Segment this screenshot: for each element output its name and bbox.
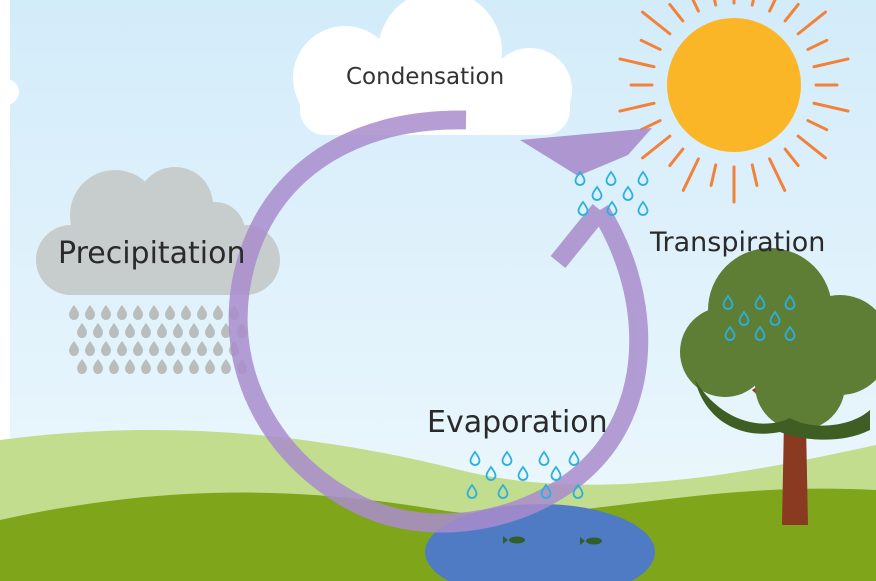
sun-ray — [681, 157, 700, 192]
sun-ray — [783, 147, 800, 168]
edge-cloud — [0, 79, 19, 105]
tree-canopy — [680, 248, 876, 430]
condensation-cloud — [293, 0, 572, 135]
fish-icon — [503, 536, 525, 544]
sun-rays — [618, 0, 850, 204]
sun-ray — [641, 10, 672, 36]
sun-ray — [812, 57, 850, 69]
tree — [680, 248, 876, 525]
cycle-arrow-head — [520, 128, 652, 176]
sun-icon — [667, 18, 801, 152]
sun-ray — [641, 134, 672, 160]
sun-ray — [806, 119, 829, 132]
sun-ray — [783, 2, 800, 23]
sun-ray — [639, 38, 662, 51]
sun-ray — [618, 57, 656, 69]
sun-ray — [806, 38, 829, 51]
sun-ray — [618, 101, 656, 113]
sun-ray — [713, 0, 718, 7]
sun-ray — [750, 163, 759, 187]
fish-icon — [580, 537, 602, 545]
sun-ray — [668, 147, 685, 168]
sun-ray — [796, 10, 827, 36]
sun-ray — [796, 134, 827, 160]
sun-ray — [812, 101, 850, 113]
left-border — [0, 0, 10, 581]
condensation-label: Condensation — [346, 64, 505, 90]
tree-canopy-shadow — [695, 380, 870, 440]
sun-ray — [768, 157, 787, 192]
evaporation-label: Evaporation — [427, 405, 608, 440]
sun-ray — [709, 163, 718, 187]
sun-ray — [750, 0, 755, 7]
rain-cloud — [36, 167, 280, 295]
sun-ray — [668, 2, 685, 23]
precipitation-label: Precipitation — [58, 236, 246, 271]
cycle-arrow — [228, 110, 649, 533]
sun-ray — [639, 119, 662, 132]
transpiration-label: Transpiration — [650, 227, 826, 258]
sun-ray — [768, 0, 777, 13]
sun-ray — [691, 0, 700, 13]
